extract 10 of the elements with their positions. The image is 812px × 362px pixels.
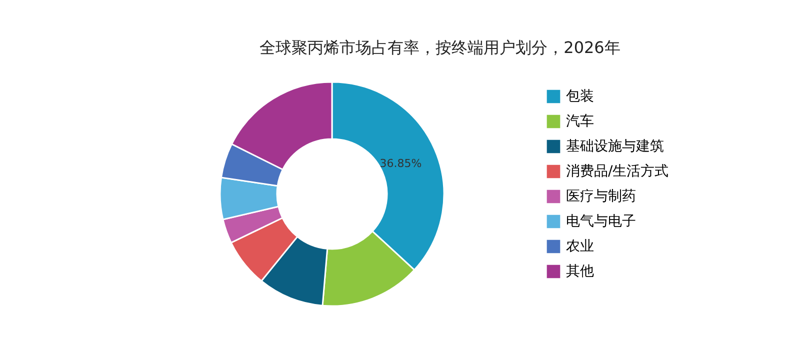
legend-label: 汽车 [566,114,594,130]
legend-label: 其他 [566,264,594,280]
legend-label: 农业 [566,238,594,254]
legend-label: 消费品/生活方式 [566,164,669,180]
data-label: 36.85% [380,156,422,170]
legend-label: 医疗与制药 [566,188,636,204]
legend-label: 电气与电子 [566,214,636,230]
chart-title: 全球聚丙烯市场占有率，按终端用户划分，2026年 [260,38,620,57]
legend-label: 基础设施与建筑 [566,138,664,154]
legend-label: 包装 [566,88,594,104]
